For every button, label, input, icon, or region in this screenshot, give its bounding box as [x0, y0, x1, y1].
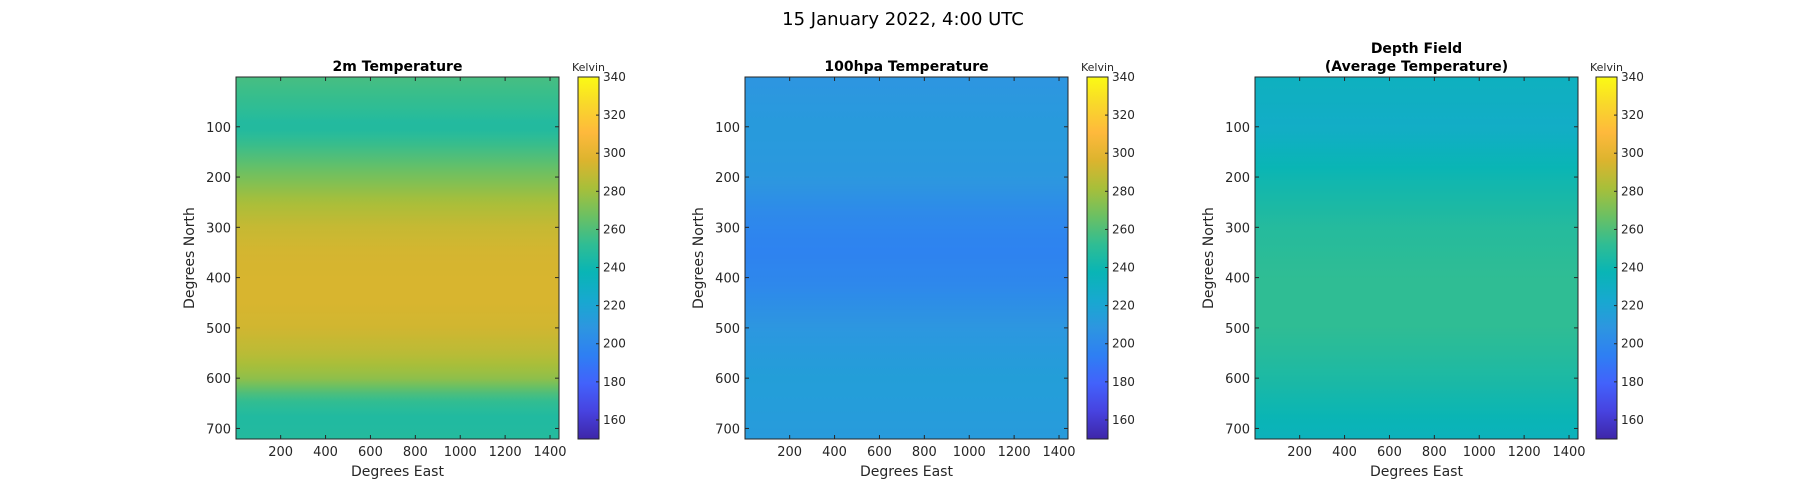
colorbar-tick-label: 180 [603, 375, 626, 389]
colorbar-tick-label: 320 [1112, 108, 1135, 122]
x-tick-label: 800 [403, 445, 428, 460]
x-axis-label: Degrees East [1370, 464, 1463, 480]
x-tick-label: 600 [867, 445, 892, 460]
x-tick-label: 1400 [533, 445, 566, 460]
panel-title: (Average Temperature) [1325, 59, 1508, 75]
y-tick-label: 400 [206, 272, 231, 287]
x-tick-label: 1400 [1042, 445, 1075, 460]
y-tick-label: 700 [715, 422, 740, 437]
colorbar-tick-label: 280 [1112, 184, 1135, 198]
x-axis-label: Degrees East [860, 464, 953, 480]
y-axis-label: Degrees North [691, 207, 707, 309]
figure-title: 15 January 2022, 4:00 UTC [782, 9, 1024, 30]
x-tick-label: 1200 [1508, 445, 1541, 460]
x-tick-label: 1400 [1552, 445, 1585, 460]
x-tick-label: 600 [358, 445, 383, 460]
heatmap-image [1255, 77, 1578, 439]
y-tick-label: 100 [206, 121, 231, 136]
y-tick-label: 200 [206, 171, 231, 186]
colorbar-tick-label: 300 [1112, 146, 1135, 160]
y-axis-label: Degrees North [182, 207, 198, 309]
panel-title: Depth Field [1371, 41, 1462, 57]
y-axis-label: Degrees North [1201, 207, 1217, 309]
colorbar [578, 77, 599, 439]
colorbar-tick-label: 240 [1112, 261, 1135, 275]
colorbar-tick-label: 320 [603, 108, 626, 122]
y-tick-label: 400 [715, 272, 740, 287]
x-tick-label: 400 [313, 445, 338, 460]
colorbar-tick-label: 340 [1112, 70, 1135, 84]
y-tick-label: 300 [206, 221, 231, 236]
panel-1: 2m Temperature 200 400 600 800 1000 1200 1400 10… [182, 59, 626, 480]
panel-title: 2m Temperature [333, 59, 463, 75]
colorbar-tick-label: 200 [1112, 337, 1135, 351]
x-tick-label: 1000 [1463, 445, 1496, 460]
y-tick-label: 200 [1225, 171, 1250, 186]
y-tick-label: 700 [1225, 422, 1250, 437]
x-tick-label: 800 [912, 445, 937, 460]
colorbar-tick-label: 280 [1621, 184, 1644, 198]
x-tick-label: 200 [1287, 445, 1312, 460]
y-tick-label: 600 [1225, 372, 1250, 387]
colorbar-tick-label: 220 [603, 299, 626, 313]
colorbar-tick-label: 220 [1621, 299, 1644, 313]
colorbar-tick-label: 300 [1621, 146, 1644, 160]
x-tick-label: 600 [1377, 445, 1402, 460]
colorbar-tick-label: 200 [1621, 337, 1644, 351]
y-tick-label: 100 [715, 121, 740, 136]
colorbar-unit-label: Kelvin [1590, 61, 1623, 74]
y-tick-label: 300 [715, 221, 740, 236]
x-tick-label: 1000 [953, 445, 986, 460]
x-tick-label: 1200 [998, 445, 1031, 460]
colorbar-tick-label: 300 [603, 146, 626, 160]
colorbar-tick-label: 340 [1621, 70, 1644, 84]
colorbar [1087, 77, 1108, 439]
y-tick-label: 600 [715, 372, 740, 387]
x-tick-label: 400 [822, 445, 847, 460]
colorbar-tick-label: 280 [603, 184, 626, 198]
colorbar-unit-label: Kelvin [572, 61, 605, 74]
colorbar-tick-label: 200 [603, 337, 626, 351]
heatmap-image [236, 77, 559, 439]
colorbar-tick-label: 220 [1112, 299, 1135, 313]
colorbar-tick-label: 340 [603, 70, 626, 84]
y-tick-label: 500 [206, 322, 231, 337]
colorbar-tick-label: 260 [1621, 222, 1644, 236]
colorbar-tick-label: 320 [1621, 108, 1644, 122]
colorbar [1596, 77, 1617, 439]
colorbar-tick-label: 160 [1621, 413, 1644, 427]
y-tick-label: 100 [1225, 121, 1250, 136]
colorbar-unit-label: Kelvin [1081, 61, 1114, 74]
colorbar-tick-label: 180 [1112, 375, 1135, 389]
panel-2: 100hpa Temperature 200 400 600 800 1000 1200 14… [691, 59, 1135, 480]
x-tick-label: 400 [1332, 445, 1357, 460]
panel-3: Depth Field (Average Temperature) 200 400 60… [1201, 41, 1644, 480]
heatmap-image [745, 77, 1068, 439]
y-tick-label: 500 [715, 322, 740, 337]
x-tick-label: 1200 [489, 445, 522, 460]
colorbar-tick-label: 260 [603, 222, 626, 236]
x-axis-label: Degrees East [351, 464, 444, 480]
x-tick-label: 1000 [444, 445, 477, 460]
x-tick-label: 800 [1422, 445, 1447, 460]
y-tick-label: 200 [715, 171, 740, 186]
colorbar-tick-label: 240 [603, 261, 626, 275]
colorbar-tick-label: 160 [1112, 413, 1135, 427]
colorbar-tick-label: 160 [603, 413, 626, 427]
y-tick-label: 400 [1225, 272, 1250, 287]
y-tick-label: 600 [206, 372, 231, 387]
panel-title: 100hpa Temperature [824, 59, 988, 75]
colorbar-tick-label: 260 [1112, 222, 1135, 236]
y-tick-label: 500 [1225, 322, 1250, 337]
x-tick-label: 200 [777, 445, 802, 460]
y-tick-label: 300 [1225, 221, 1250, 236]
x-tick-label: 200 [268, 445, 293, 460]
colorbar-tick-label: 180 [1621, 375, 1644, 389]
y-tick-label: 700 [206, 422, 231, 437]
colorbar-tick-label: 240 [1621, 261, 1644, 275]
